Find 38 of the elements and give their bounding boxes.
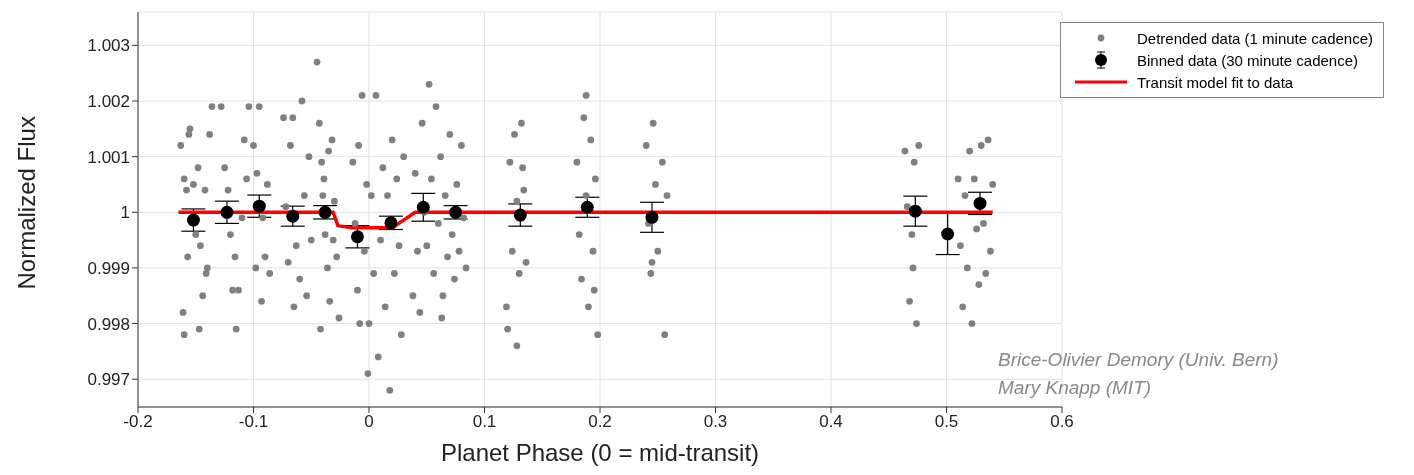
x-axis-title: Planet Phase (0 = mid-transit) xyxy=(440,439,760,466)
legend-label: Transit model fit to data xyxy=(1137,73,1294,91)
annotation: Brice-Olivier Demory (Univ. Bern) xyxy=(998,348,1279,372)
y-tick-label: 0.999 xyxy=(87,258,130,278)
y-tick-label: 1.001 xyxy=(87,147,130,167)
point xyxy=(318,205,332,219)
x-tick-label: 0.4 xyxy=(819,412,843,432)
point xyxy=(384,216,398,230)
point xyxy=(416,200,430,214)
x-tick-label: 0.5 xyxy=(934,412,959,432)
y-tick-label: 1 xyxy=(120,203,130,223)
y-tick-label: 0.997 xyxy=(87,370,130,390)
point xyxy=(220,205,234,219)
x-tick-label: -0.1 xyxy=(238,412,269,432)
y-tick-label: 0.998 xyxy=(87,314,130,334)
annotation: Mary Knapp (MIT) xyxy=(998,376,1153,400)
legend-label: Detrended data (1 minute cadence) xyxy=(1137,29,1373,47)
x-tick-label: 0.2 xyxy=(588,412,612,432)
x-tick-label: 0.6 xyxy=(1050,412,1074,432)
point xyxy=(908,204,922,218)
legend-label: Binned data (30 minute cadence) xyxy=(1137,51,1358,69)
point xyxy=(513,208,527,222)
y-tick-label: 1.002 xyxy=(87,92,130,112)
y-tick-label: 1.003 xyxy=(87,36,130,56)
x-tick-label: 0.3 xyxy=(703,412,728,432)
point xyxy=(350,230,364,244)
point xyxy=(973,196,987,210)
x-tick-label: 0.1 xyxy=(472,412,497,432)
point xyxy=(286,209,300,223)
point xyxy=(449,205,463,219)
y-axis-title: Normalized Flux xyxy=(12,116,40,290)
point xyxy=(186,213,200,227)
point xyxy=(941,227,955,241)
point xyxy=(645,210,659,224)
x-tick-label: 0 xyxy=(364,412,374,432)
x-tick-label: -0.2 xyxy=(123,412,153,432)
point xyxy=(580,200,594,214)
point xyxy=(252,199,266,213)
